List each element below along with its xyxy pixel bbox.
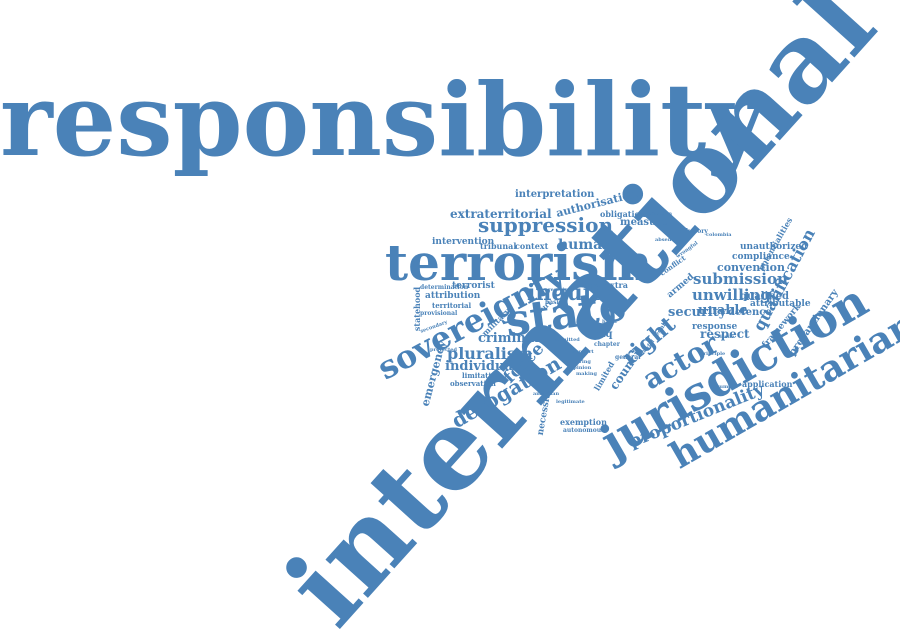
word: limitation [462,371,501,380]
word: intervention [432,237,495,247]
word: unwilling [692,286,771,304]
word: suppression [478,213,614,237]
word: defence [728,307,772,318]
word: exemption [560,417,607,427]
word: statehood [412,286,423,332]
word: autonomous [563,427,605,434]
word: context [515,241,549,251]
word: attributable [750,299,811,309]
word: interpretation [515,189,595,200]
word: advisory [680,228,708,235]
word: chapter [594,341,620,348]
word: response [692,322,738,332]
word: obligation [600,209,646,219]
word: responsibility [0,61,765,179]
word: reactive [548,287,571,293]
word: tribunal [480,241,517,251]
word: terrorism [385,233,653,292]
word: protected [430,347,457,353]
word: colombia [706,232,732,238]
word: measure [620,217,668,228]
word: observation [450,379,496,388]
word: american [533,391,560,397]
word: individual [445,359,518,374]
word: unable [698,303,748,318]
word: legitimate [556,399,585,405]
word: territorial [432,301,472,310]
word: inquiry [527,280,616,306]
word: determination [420,284,469,291]
word: argument [710,384,738,390]
word: ensuring [566,359,591,365]
word: absence [655,237,678,243]
word: organ [582,282,602,289]
word: submission [693,270,788,288]
word: convention [717,261,786,274]
word: support [572,349,594,355]
word: making [576,371,598,377]
word: extraterritorial [450,207,552,221]
word: qualified [740,291,789,302]
word: criminal [478,331,540,346]
word: issue [720,334,735,340]
word: implication [640,211,672,217]
word: general [615,354,641,361]
word: iraq [590,329,613,340]
word: compliance [732,252,790,262]
word: principle [700,351,726,357]
word: respect [700,327,750,341]
word: extra [605,280,628,290]
word: provisional [420,310,458,317]
word: pluralism [447,344,533,363]
word: harm [602,319,617,325]
word: attribution [425,291,481,301]
word: permitted [552,337,580,343]
word: opinion [570,365,592,371]
word: human [558,237,613,253]
word: unauthorized [740,242,808,252]
word: security [668,305,727,320]
word: terrorist [452,281,495,291]
word: basis [545,299,563,306]
word: application [742,379,793,389]
